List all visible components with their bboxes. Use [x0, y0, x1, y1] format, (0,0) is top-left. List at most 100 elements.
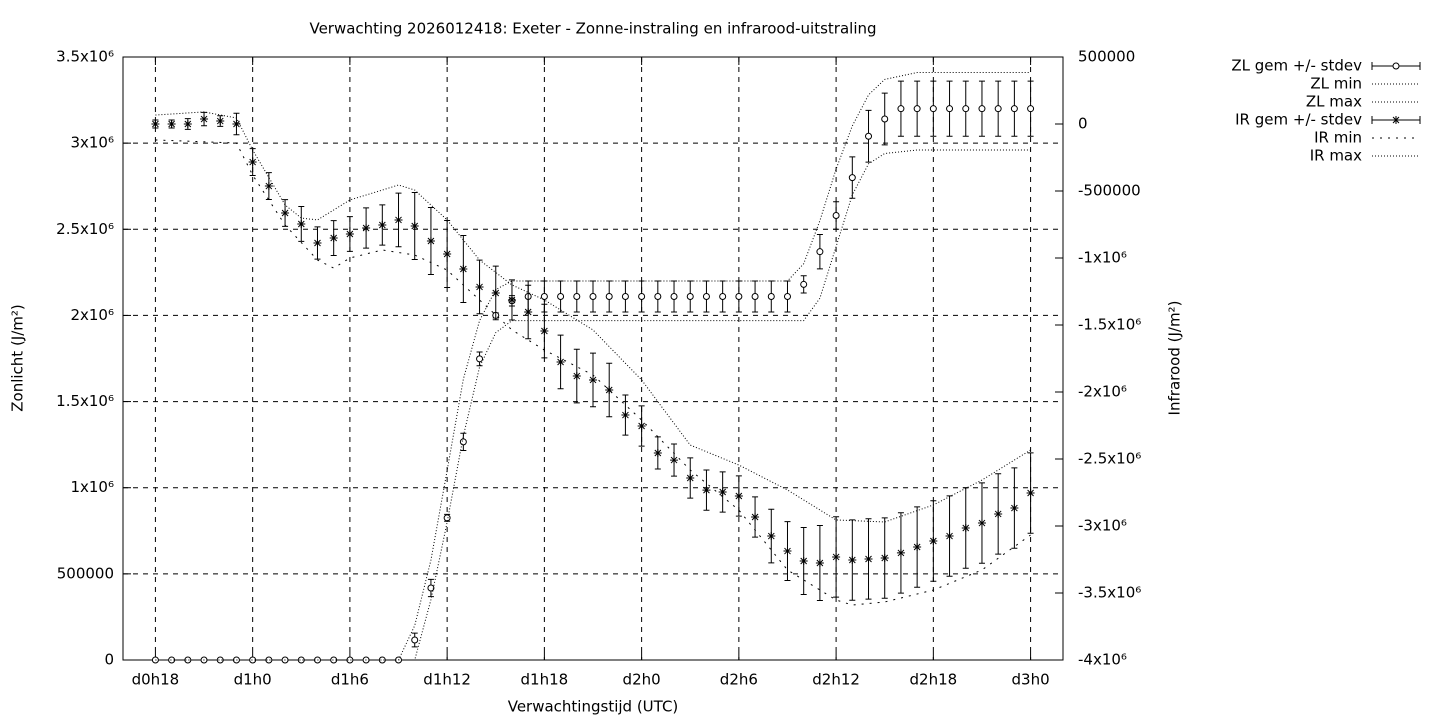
point — [589, 375, 597, 384]
y-tick-label: 0 — [104, 651, 114, 669]
point — [977, 519, 986, 528]
point — [329, 234, 338, 243]
point — [443, 249, 452, 258]
point — [815, 558, 824, 567]
point — [896, 548, 905, 557]
legend-label: ZL min — [1310, 75, 1362, 93]
point — [702, 292, 710, 300]
point — [913, 543, 922, 552]
y2-tick-label: -1x10⁶ — [1078, 249, 1127, 267]
point — [572, 372, 581, 381]
point — [573, 292, 581, 300]
point — [621, 292, 629, 300]
point — [832, 552, 841, 561]
point — [686, 292, 694, 300]
point — [426, 236, 435, 245]
point — [297, 656, 305, 664]
point — [476, 355, 484, 363]
point — [945, 532, 954, 541]
point — [848, 174, 856, 182]
y2-tick-label: -3.5x10⁶ — [1078, 584, 1141, 602]
x-tick-label: d1h12 — [423, 671, 471, 689]
point — [410, 221, 419, 230]
point — [1026, 489, 1035, 498]
point — [378, 221, 387, 230]
point — [411, 636, 419, 644]
point — [961, 524, 970, 533]
point — [248, 158, 257, 167]
legend-label: IR min — [1314, 129, 1362, 147]
point — [556, 357, 565, 366]
x-tick-label: d0h18 — [132, 671, 180, 689]
point — [767, 532, 776, 541]
point — [605, 292, 613, 300]
x-tick-label: d1h0 — [234, 671, 272, 689]
point — [346, 656, 354, 664]
point — [994, 509, 1003, 518]
point — [1392, 62, 1400, 70]
point — [427, 584, 435, 592]
point — [524, 308, 533, 317]
point — [507, 295, 516, 304]
point — [799, 556, 808, 565]
y-tick-label: 500000 — [57, 564, 114, 582]
point — [719, 292, 727, 300]
point — [816, 248, 824, 256]
point — [362, 223, 371, 232]
point — [540, 327, 549, 336]
legend-label: IR gem +/- stdev — [1235, 111, 1362, 129]
line — [155, 149, 1031, 661]
point — [913, 105, 921, 113]
point — [881, 115, 889, 123]
point — [962, 105, 970, 113]
point — [297, 219, 306, 228]
legend-label: ZL gem +/- stdev — [1231, 57, 1362, 75]
y2-tick-label: -500000 — [1078, 182, 1141, 200]
point — [880, 554, 889, 563]
point — [330, 656, 338, 664]
point — [653, 448, 662, 457]
y2-tick-label: -4x10⁶ — [1078, 651, 1127, 669]
point — [654, 292, 662, 300]
legend-label: IR max — [1310, 147, 1362, 165]
x-tick-label: d1h18 — [521, 671, 569, 689]
y2-tick-label: 500000 — [1078, 48, 1135, 66]
point — [864, 554, 873, 563]
point — [151, 120, 160, 128]
point — [783, 547, 792, 556]
x-tick-label: d2h6 — [720, 671, 758, 689]
point — [281, 208, 290, 217]
point — [734, 491, 743, 500]
y2-axis-label: Infrarood (J/m²) — [1166, 301, 1184, 416]
point — [1010, 504, 1019, 513]
point — [589, 292, 597, 300]
x-tick-label: d3h0 — [1012, 671, 1050, 689]
y-tick-label: 1.5x10⁶ — [56, 392, 114, 410]
y2-tick-label: -3x10⁶ — [1078, 517, 1127, 535]
y-tick-label: 2x10⁶ — [70, 306, 114, 324]
point — [783, 292, 791, 300]
point — [378, 656, 386, 664]
x-tick-label: d1h6 — [331, 671, 369, 689]
point — [718, 487, 727, 496]
y2-tick-label: -1.5x10⁶ — [1078, 316, 1141, 334]
point — [621, 411, 630, 420]
point — [848, 556, 857, 565]
point — [264, 182, 273, 191]
line — [155, 111, 1031, 523]
point — [800, 280, 808, 288]
point — [443, 514, 451, 522]
point — [978, 105, 986, 113]
y2-tick-label: -2x10⁶ — [1078, 383, 1127, 401]
y2-tick-label: 0 — [1078, 115, 1088, 133]
y-tick-label: 1x10⁶ — [70, 478, 114, 496]
point — [167, 120, 176, 128]
point — [702, 486, 711, 495]
point — [638, 292, 646, 300]
point — [929, 105, 937, 113]
point — [313, 238, 322, 247]
point — [832, 212, 840, 220]
point — [735, 292, 743, 300]
